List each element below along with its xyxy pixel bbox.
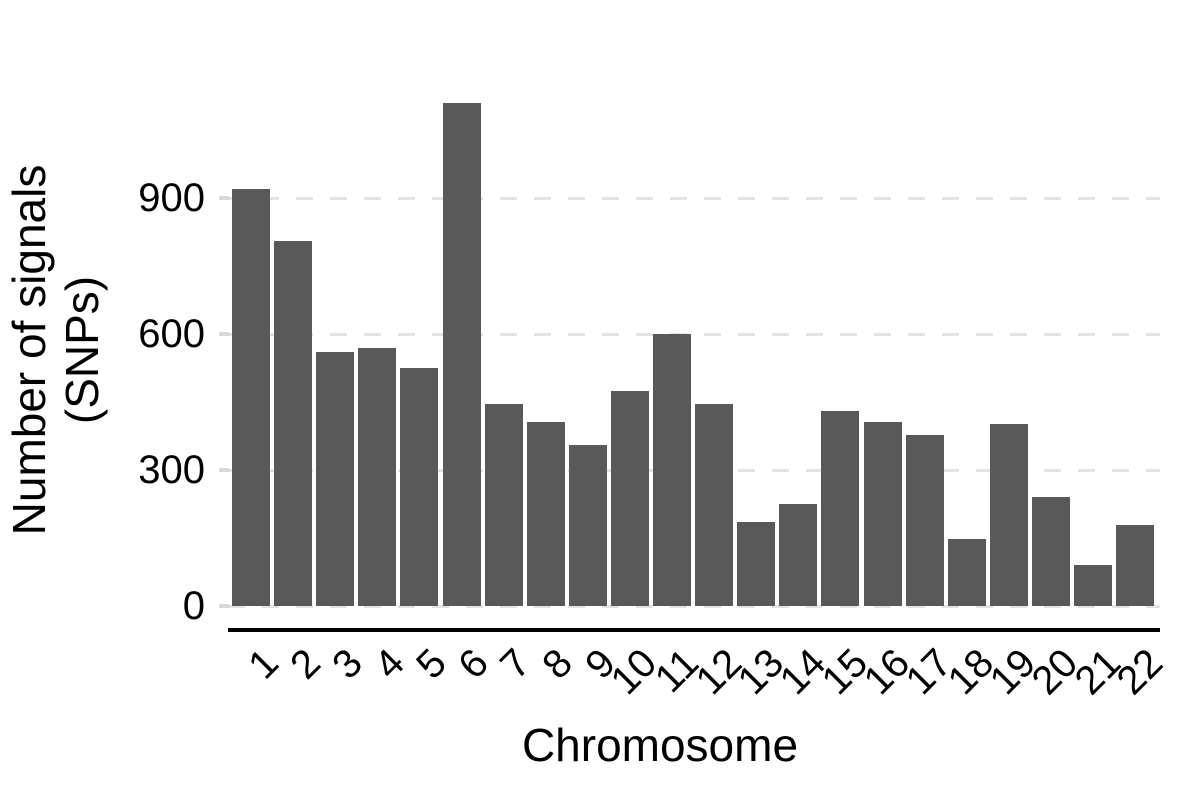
x-tick-label-text-5: 5 bbox=[408, 640, 456, 688]
gridline-0 bbox=[228, 605, 1160, 608]
y-axis-title: Number of signals (SNPs) bbox=[3, 70, 113, 630]
x-axis-line bbox=[228, 628, 1160, 632]
x-tick-label-text-4: 4 bbox=[366, 640, 413, 688]
bar-chr-20 bbox=[1032, 497, 1070, 606]
bar-chr-3 bbox=[316, 352, 354, 606]
x-axis-title: Chromosome bbox=[521, 719, 799, 771]
x-tick-label-text-1: 1 bbox=[239, 640, 287, 688]
bar-chr-19 bbox=[990, 424, 1028, 606]
x-tick-label-text-2: 2 bbox=[281, 640, 329, 688]
x-tick-label-text-22: 22 bbox=[1108, 640, 1171, 704]
bar-chr-12 bbox=[695, 404, 733, 606]
bar-chr-1 bbox=[232, 189, 270, 606]
bar-chr-9 bbox=[569, 445, 607, 606]
bar-chr-8 bbox=[527, 422, 565, 606]
bar-chr-6 bbox=[443, 103, 481, 606]
y-tick-label-600: 600 bbox=[138, 312, 205, 356]
bar-chr-14 bbox=[779, 504, 817, 606]
bar-chr-21 bbox=[1074, 565, 1112, 606]
y-tick-label-900: 900 bbox=[138, 176, 205, 220]
x-tick-label-text-7: 7 bbox=[492, 640, 540, 688]
gridline-600 bbox=[228, 333, 1160, 336]
gridline-300 bbox=[228, 469, 1160, 472]
gridline-900 bbox=[228, 197, 1160, 200]
bar-chr-18 bbox=[948, 539, 986, 606]
bar-chr-15 bbox=[821, 411, 859, 606]
bar-chr-5 bbox=[400, 368, 438, 606]
y-tick-mark-300 bbox=[219, 468, 229, 472]
y-tick-label-300: 300 bbox=[138, 448, 205, 492]
y-tick-mark-0 bbox=[219, 604, 229, 608]
bar-chr-22 bbox=[1116, 525, 1154, 606]
y-tick-mark-600 bbox=[219, 332, 229, 336]
bar-chr-11 bbox=[653, 334, 691, 606]
bar-chr-4 bbox=[358, 348, 396, 606]
x-tick-label-text-8: 8 bbox=[534, 640, 582, 688]
bar-chr-7 bbox=[485, 404, 523, 606]
x-tick-label-text-6: 6 bbox=[450, 640, 498, 688]
bar-chr-16 bbox=[864, 422, 902, 606]
bar-chr-2 bbox=[274, 241, 312, 606]
y-tick-label-0: 0 bbox=[182, 584, 205, 628]
y-tick-mark-900 bbox=[219, 196, 229, 200]
y-axis-title-line2: (SNPs) bbox=[56, 275, 108, 425]
x-tick-label-text-3: 3 bbox=[324, 640, 371, 688]
bar-chr-10 bbox=[611, 391, 649, 606]
y-axis-title-line1: Number of signals bbox=[3, 164, 55, 536]
bar-chr-17 bbox=[906, 435, 944, 606]
bar-chr-13 bbox=[737, 522, 775, 606]
